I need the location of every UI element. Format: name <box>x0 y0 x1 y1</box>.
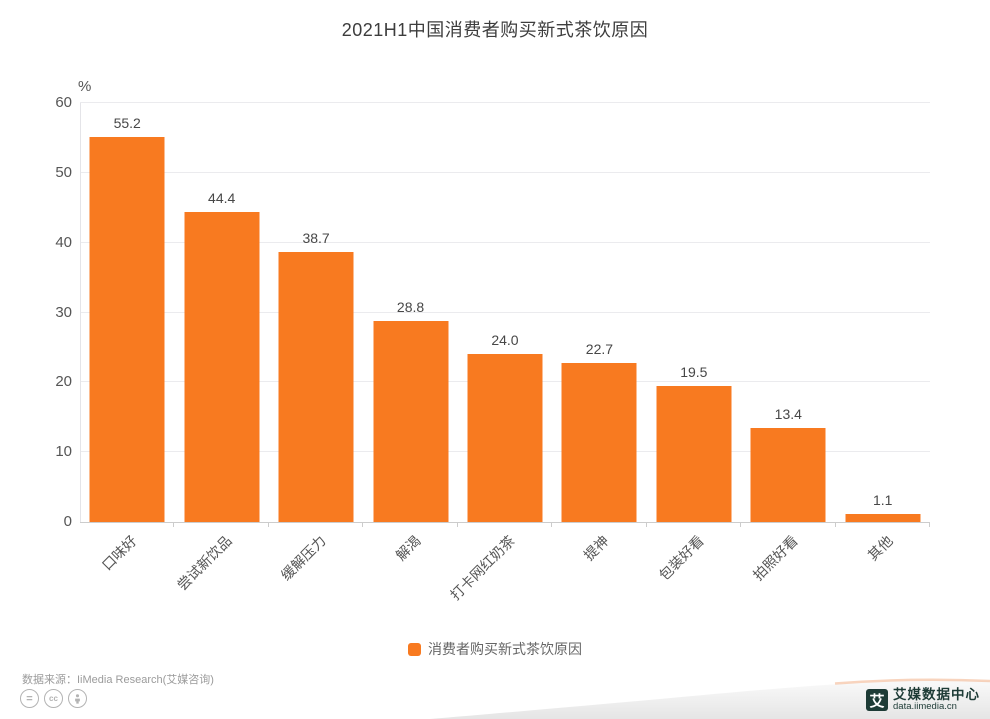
data-source-note: 数据来源：IiMedia Research(艾媒咨询) <box>22 674 214 686</box>
x-axis-tick <box>834 522 836 527</box>
category-label: 其他 <box>864 532 896 564</box>
value-label: 1.1 <box>872 492 893 509</box>
value-label: 44.4 <box>208 189 236 206</box>
bar-slot: 28.8 解渴 <box>363 103 458 564</box>
bar-缓解压力[interactable] <box>278 251 354 522</box>
cc-icon: cc <box>44 689 63 708</box>
value-label: 22.7 <box>585 341 614 358</box>
bar-尝试新饮品[interactable] <box>184 211 260 522</box>
value-label: 24.0 <box>491 332 519 349</box>
x-axis-tick <box>267 522 269 527</box>
y-axis-line <box>80 103 81 522</box>
category-label: 口味好 <box>98 532 140 574</box>
value-label: 19.5 <box>680 363 708 380</box>
y-tick-label-30: 30 <box>55 303 72 321</box>
license-icons: = cc <box>20 689 87 708</box>
bar-slot: 38.7 缓解压力 <box>269 103 364 583</box>
bar-slot: 22.7 提神 <box>552 103 647 564</box>
category-label: 解渴 <box>392 532 424 564</box>
brand-name: 艾媒数据中心 <box>893 687 980 702</box>
page-title: 2021H1中国消费者购买新式茶饮原因 <box>341 20 649 40</box>
equals-icon: = <box>20 689 39 708</box>
bar-series: 55.2 口味好 44.4 尝试新饮品 38.7 缓解压力 28.8 解渴 24.0 打卡网红奶茶… <box>80 103 930 603</box>
gridline-40 <box>80 241 930 243</box>
x-axis-tick <box>173 522 175 527</box>
bar-slot: 19.5 包装好看 <box>647 103 742 583</box>
y-tick-label-40: 40 <box>55 233 72 251</box>
attribution-icon <box>68 689 87 708</box>
bar-slot: 1.1 其他 <box>836 103 930 564</box>
x-axis-tick <box>456 522 458 527</box>
y-tick-label-10: 10 <box>55 443 72 461</box>
gridline-60 <box>80 102 930 103</box>
brand-logo[interactable]: 艾 艾媒数据中心 data.iimedia.cn <box>866 688 980 712</box>
value-label: 38.7 <box>302 229 330 246</box>
bar-提神[interactable] <box>561 363 637 522</box>
x-axis-tick <box>362 522 364 527</box>
brand-mark-icon: 艾 <box>866 689 888 711</box>
bar-解渴[interactable] <box>373 320 449 522</box>
brand-url: data.iimedia.cn <box>893 701 957 712</box>
category-label: 尝试新饮品 <box>173 532 235 594</box>
y-tick-label-50: 50 <box>55 163 72 181</box>
category-label: 缓解压力 <box>277 532 329 584</box>
bar-slot: 24.0 打卡网红奶茶 <box>447 103 553 603</box>
value-label: 55.2 <box>113 114 141 131</box>
bar-打卡网红奶茶[interactable] <box>467 354 543 522</box>
category-label: 提神 <box>581 532 613 564</box>
x-axis-tick <box>928 522 930 527</box>
x-axis-tick <box>740 522 742 527</box>
bar-slot: 55.2 口味好 <box>80 103 175 573</box>
bar-其他[interactable] <box>845 514 921 522</box>
plot-area: % 0 10 20 30 40 50 60 55.2 口味好 44.4 尝试新饮品 38.7 缓解压力… <box>55 78 930 603</box>
gridline-50 <box>80 171 930 173</box>
person-glyph <box>75 694 80 704</box>
y-tick-label-0: 0 <box>63 513 72 530</box>
bar-slot: 13.4 拍照好看 <box>741 103 836 583</box>
x-axis-tick <box>645 522 647 527</box>
x-axis-line <box>80 522 930 523</box>
value-label: 28.8 <box>396 298 425 315</box>
gridline-30 <box>80 311 930 313</box>
bar-拍照好看[interactable] <box>750 428 826 522</box>
value-label: 13.4 <box>774 406 802 423</box>
bar-包装好看[interactable] <box>656 385 732 522</box>
legend-label: 消费者购买新式茶饮原因 <box>428 641 582 657</box>
bar-slot: 44.4 尝试新饮品 <box>174 103 269 593</box>
y-tick-label-60: 60 <box>55 94 72 111</box>
x-axis-tick <box>551 522 553 527</box>
category-label: 打卡网红奶茶 <box>446 532 518 604</box>
y-tick-label-20: 20 <box>55 373 72 391</box>
category-label: 拍照好看 <box>750 532 802 584</box>
legend[interactable]: 消费者购买新式茶饮原因 <box>0 639 990 659</box>
y-axis-unit-label: % <box>78 78 92 95</box>
footer-swoosh <box>430 678 990 719</box>
category-label: 包装好看 <box>655 532 707 584</box>
legend-swatch-icon <box>408 642 421 656</box>
bar-口味好[interactable] <box>89 136 165 522</box>
